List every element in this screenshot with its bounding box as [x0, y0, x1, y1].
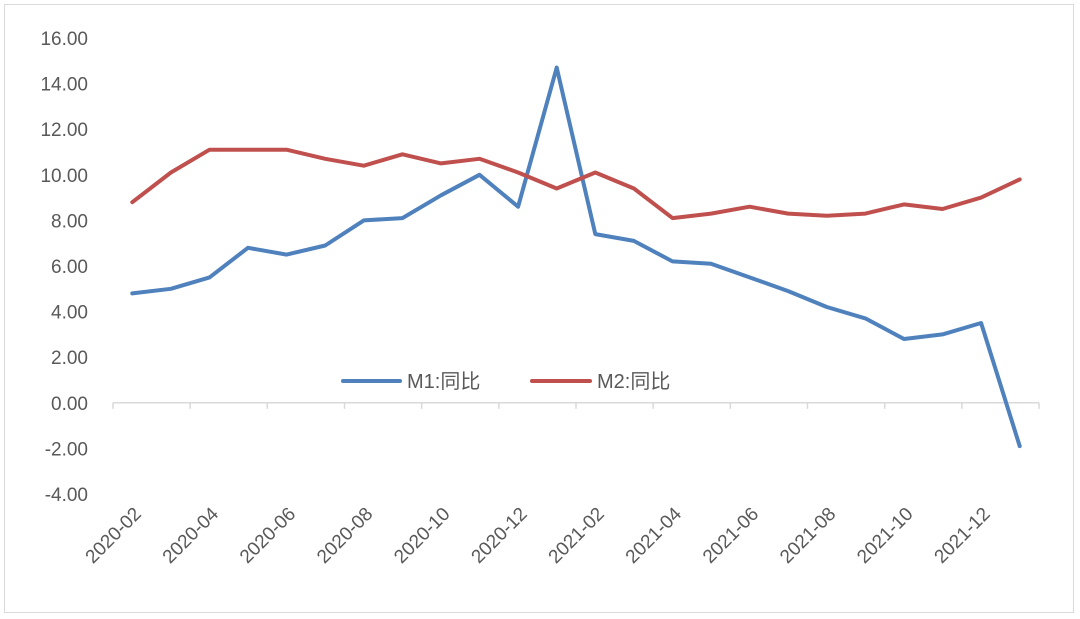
x-tick-label: 2021-06: [699, 504, 763, 568]
x-tick-label: 2021-12: [931, 504, 995, 568]
y-tick-label: 4.00: [51, 303, 88, 324]
y-tick-label: 10.00: [40, 166, 88, 187]
y-tick-label: 16.00: [40, 29, 88, 50]
legend-label: M2:同比: [597, 370, 670, 393]
x-tick-label: 2020-12: [468, 504, 532, 568]
x-tick-label: 2020-08: [313, 504, 377, 568]
y-axis-tick-labels: 16.00 14.00 12.00 10.00 8.00 6.00 4.00 2.00 0.00…: [40, 29, 88, 506]
x-tick-label: 2021-02: [545, 504, 609, 568]
series-lines: [130, 65, 1022, 449]
x-axis-tick-labels: 2020-02 2020-04 2020-06 2020-08 2020-10 2020-…: [82, 503, 995, 567]
x-tick-label: 2021-08: [776, 504, 840, 568]
x-tick-label: 2020-02: [82, 504, 146, 568]
y-tick-label: 8.00: [51, 211, 88, 232]
series-line-m1: [130, 65, 1022, 449]
chart-frame: [4, 4, 1074, 613]
x-tick-label: 2020-04: [159, 503, 223, 567]
x-tick-label: 2020-06: [236, 504, 300, 568]
x-tick-label: 2020-10: [390, 504, 454, 568]
y-tick-label: 6.00: [51, 257, 88, 278]
x-tick-label: 2021-04: [622, 503, 686, 567]
legend: M1:同比 M2:同比: [341, 370, 670, 393]
y-tick-label: -2.00: [45, 439, 88, 460]
legend-label: M1:同比: [407, 370, 480, 393]
y-tick-label: 0.00: [51, 394, 88, 415]
series-line-m2: [130, 147, 1022, 221]
x-axis: [112, 402, 1040, 409]
y-tick-label: 14.00: [40, 75, 88, 96]
y-tick-label: -4.00: [45, 485, 88, 506]
x-tick-label: 2021-10: [853, 504, 917, 568]
y-tick-label: 12.00: [40, 120, 88, 141]
y-tick-label: 2.00: [51, 348, 88, 369]
